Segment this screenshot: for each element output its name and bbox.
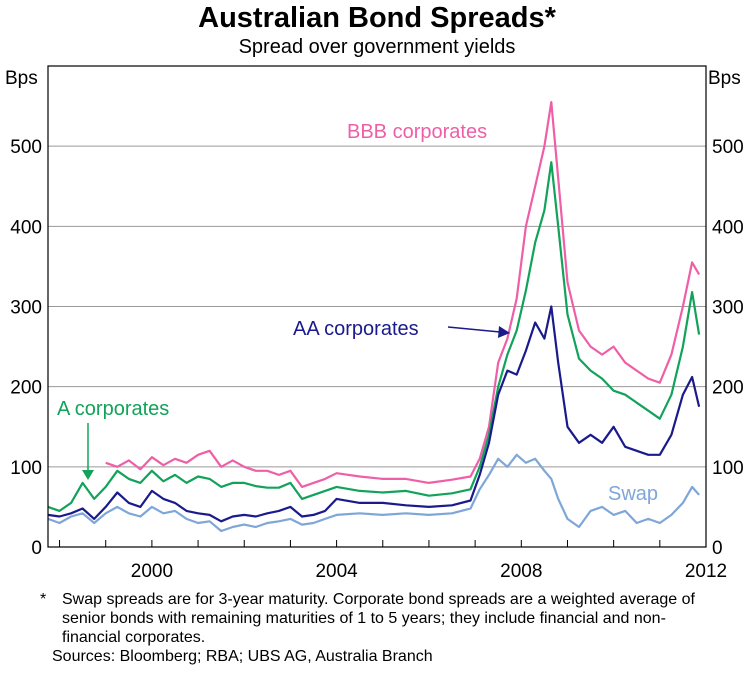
series-line-a-corporates: [47, 161, 701, 512]
y-tick-label: 0: [31, 538, 42, 559]
y-tick-label: 0: [712, 538, 723, 559]
gridlines: [48, 145, 706, 468]
y-tick-label: 500: [712, 137, 744, 158]
sources-text: Sources: Bloomberg; RBA; UBS AG, Austral…: [52, 648, 433, 665]
y-tick-label: 500: [10, 137, 42, 158]
footnote-mark: *: [40, 591, 47, 608]
y-tick-label: 100: [10, 458, 42, 479]
label-a-corporates: A corporates: [57, 398, 169, 420]
plot-frame: [47, 65, 707, 548]
chart: Australian Bond Spreads* Spread over gov…: [5, 2, 744, 582]
label-swap: Swap: [608, 483, 658, 505]
y-ticks-left: 0 100 200 300 400 500: [10, 137, 42, 559]
y-tick-label: 400: [712, 217, 744, 238]
y-tick-label: 400: [10, 217, 42, 238]
y-axis-label-left: Bps: [5, 68, 38, 89]
y-tick-label: 300: [10, 298, 42, 319]
y-tick-label: 200: [10, 378, 42, 399]
arrow-a-corporates: [82, 423, 94, 480]
y-tick-label: 100: [712, 458, 744, 479]
x-ticks: 2000 2004 2008 2012: [59, 540, 727, 582]
x-tick-label: 2000: [131, 561, 173, 582]
y-axis-label-right: Bps: [708, 68, 741, 89]
x-tick-label: 2008: [500, 561, 542, 582]
y-tick-label: 200: [712, 378, 744, 399]
footnote: * Swap spreads are for 3-year maturity. …: [40, 590, 720, 666]
series-line-swap: [47, 453, 700, 533]
x-tick-label: 2004: [315, 561, 358, 582]
series-line-bbb-corporates: [105, 100, 701, 488]
y-ticks-right: 0 100 200 300 400 500: [712, 137, 744, 559]
chart-subtitle: Spread over government yields: [239, 36, 516, 58]
x-tick-label: 2012: [685, 561, 727, 582]
series-lines: [47, 100, 701, 533]
chart-title: Australian Bond Spreads*: [198, 2, 556, 34]
footnote-text: Swap spreads are for 3-year maturity. Co…: [62, 591, 695, 646]
label-aa-corporates: AA corporates: [293, 318, 419, 340]
label-bbb-corporates: BBB corporates: [347, 121, 487, 143]
arrow-aa-corporates: [447, 326, 510, 338]
series-line-aa-corporates: [47, 305, 701, 523]
y-tick-label: 300: [712, 298, 744, 319]
